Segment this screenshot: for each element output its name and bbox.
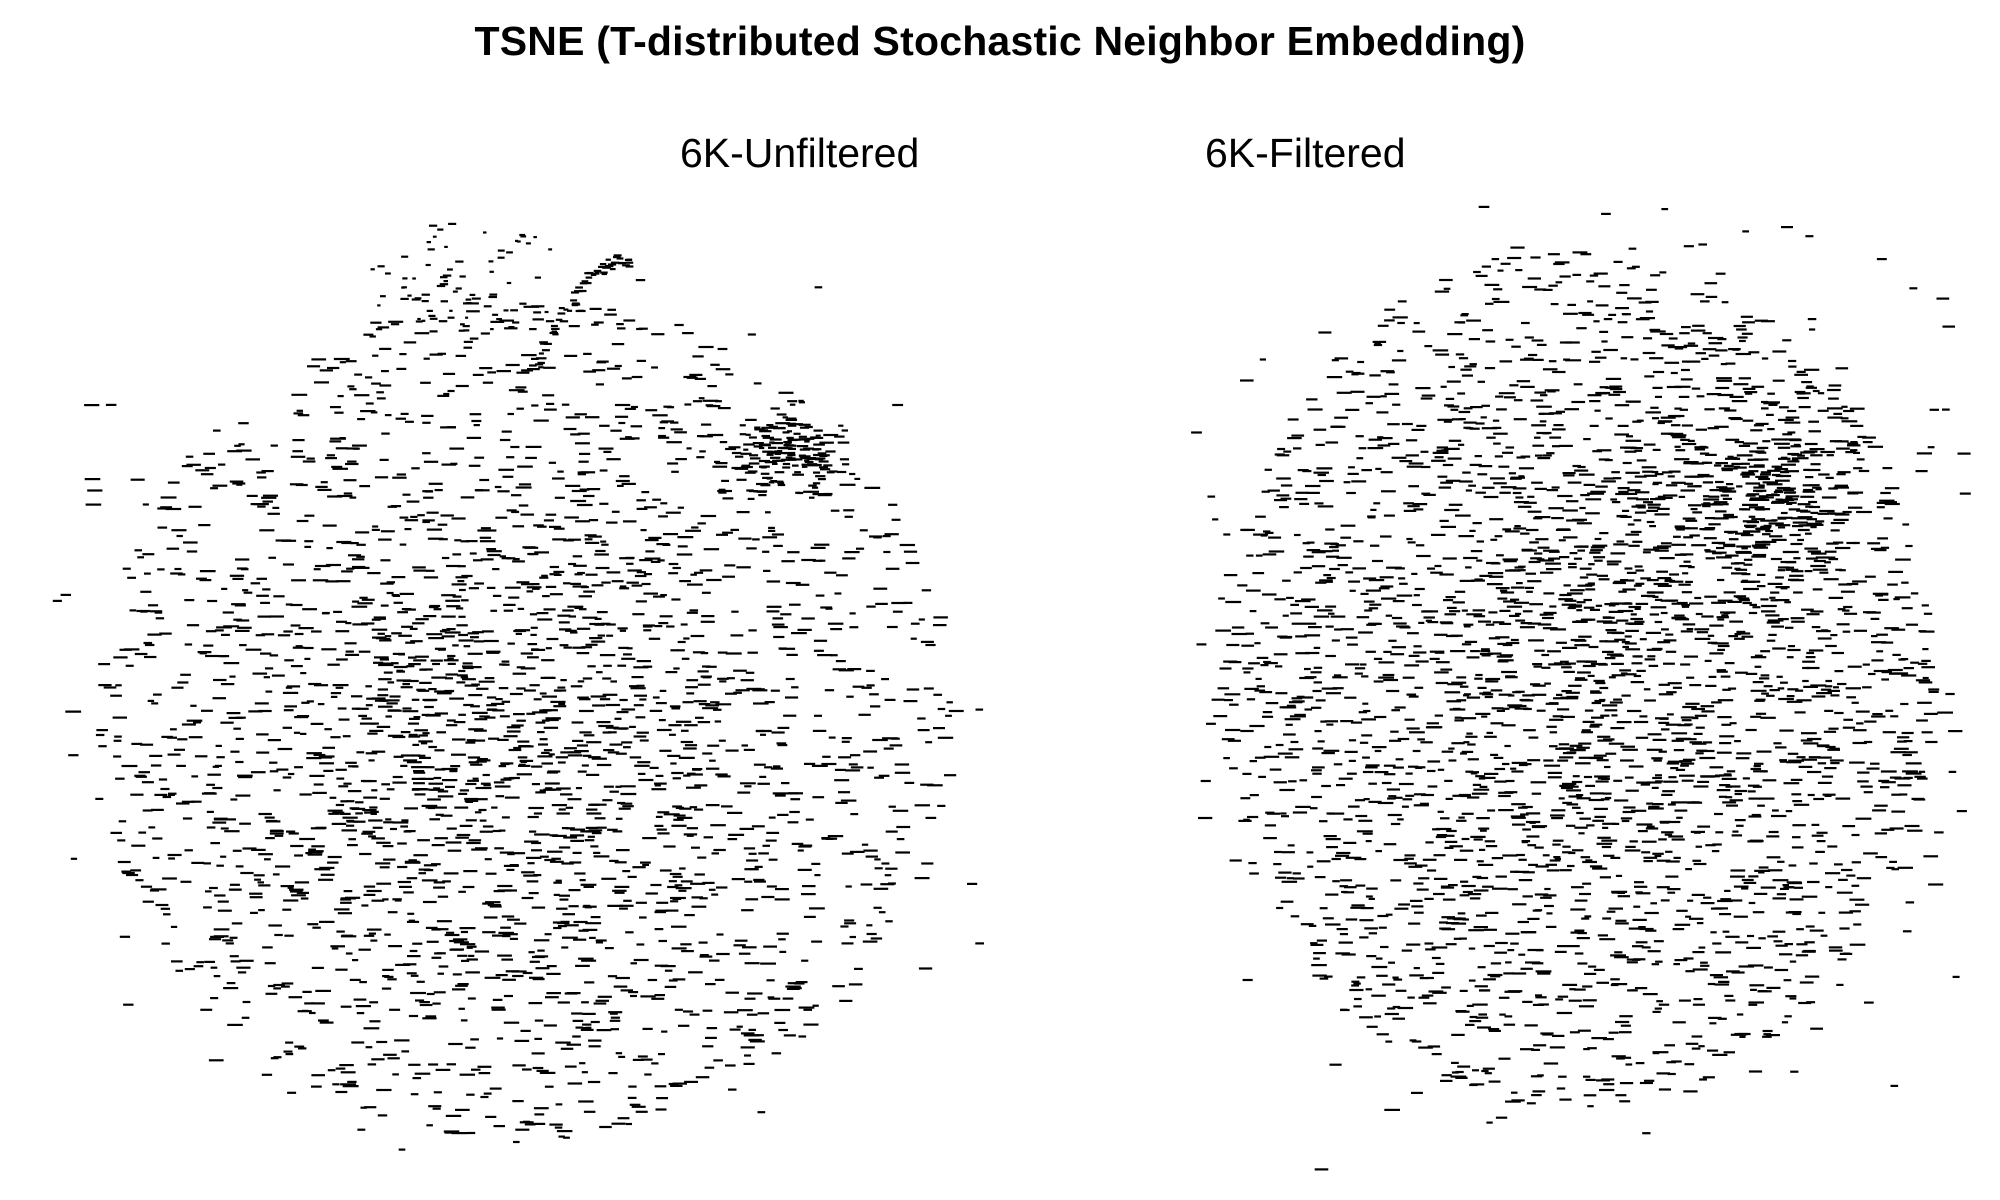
subplot-title-unfiltered: 6K-Unfiltered [680,130,920,176]
scatter-svg-filtered [1191,205,1971,1171]
scatter-plot-filtered [1180,200,1980,1180]
subplot-title-filtered: 6K-Filtered [1205,130,1406,176]
scatter-svg-unfiltered [52,222,984,1151]
chart-title: TSNE (T-distributed Stochastic Neighbor … [474,18,1526,64]
scatter-plot-unfiltered [40,200,1040,1180]
